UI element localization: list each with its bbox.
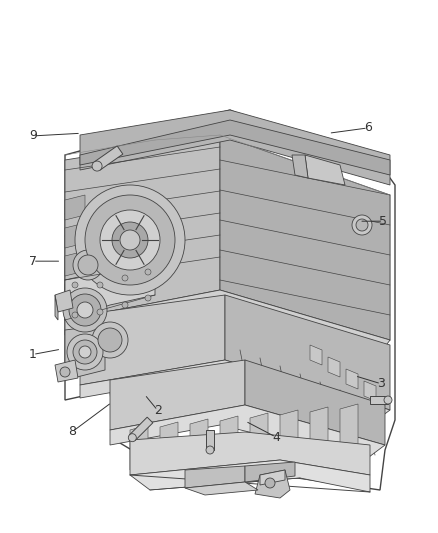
Text: 6: 6: [364, 122, 372, 134]
Circle shape: [356, 219, 368, 231]
Circle shape: [206, 446, 214, 454]
Polygon shape: [65, 251, 85, 276]
Circle shape: [72, 282, 78, 288]
Polygon shape: [65, 279, 85, 304]
Polygon shape: [65, 265, 155, 320]
Polygon shape: [346, 369, 358, 389]
Circle shape: [98, 328, 122, 352]
Polygon shape: [80, 110, 390, 185]
Polygon shape: [340, 404, 358, 456]
Polygon shape: [255, 470, 290, 498]
Circle shape: [100, 210, 160, 270]
Polygon shape: [80, 120, 390, 175]
Circle shape: [122, 302, 128, 308]
Text: 7: 7: [29, 255, 37, 268]
Polygon shape: [250, 413, 268, 462]
Text: 2: 2: [154, 404, 162, 417]
Text: 9: 9: [29, 130, 37, 142]
Circle shape: [122, 275, 128, 281]
Polygon shape: [94, 146, 123, 170]
Polygon shape: [130, 460, 370, 492]
Polygon shape: [364, 381, 376, 401]
Circle shape: [60, 367, 70, 377]
Circle shape: [75, 185, 185, 295]
Polygon shape: [280, 410, 298, 460]
Circle shape: [67, 334, 103, 370]
Polygon shape: [310, 345, 322, 365]
Circle shape: [145, 295, 151, 301]
Polygon shape: [65, 135, 220, 320]
Circle shape: [92, 161, 102, 171]
Polygon shape: [245, 462, 295, 482]
Circle shape: [72, 312, 78, 318]
Polygon shape: [110, 360, 245, 430]
Circle shape: [128, 434, 136, 442]
Circle shape: [79, 346, 91, 358]
Text: 4: 4: [272, 431, 280, 443]
Polygon shape: [130, 425, 148, 470]
Polygon shape: [292, 155, 308, 178]
Circle shape: [77, 302, 93, 318]
Polygon shape: [185, 466, 245, 488]
Circle shape: [384, 396, 392, 404]
Polygon shape: [225, 295, 390, 410]
Circle shape: [73, 340, 97, 364]
Polygon shape: [370, 396, 388, 404]
Circle shape: [69, 294, 101, 326]
Circle shape: [85, 195, 175, 285]
Polygon shape: [185, 482, 258, 495]
Polygon shape: [130, 417, 153, 440]
Polygon shape: [80, 295, 225, 385]
Circle shape: [112, 222, 148, 258]
Circle shape: [92, 322, 128, 358]
Circle shape: [265, 478, 275, 488]
Polygon shape: [190, 419, 208, 466]
Polygon shape: [328, 357, 340, 377]
Polygon shape: [220, 135, 390, 340]
Polygon shape: [110, 405, 385, 460]
Polygon shape: [220, 416, 238, 464]
Polygon shape: [55, 295, 58, 320]
Circle shape: [145, 269, 151, 275]
Circle shape: [97, 282, 103, 288]
Polygon shape: [80, 360, 390, 425]
Polygon shape: [260, 470, 285, 485]
Text: 3: 3: [377, 377, 385, 390]
Polygon shape: [160, 422, 178, 468]
Circle shape: [63, 288, 107, 332]
Polygon shape: [130, 432, 370, 475]
Polygon shape: [65, 325, 105, 380]
Polygon shape: [55, 290, 73, 312]
Text: 5: 5: [379, 215, 387, 228]
Polygon shape: [55, 360, 78, 382]
Circle shape: [78, 255, 98, 275]
Polygon shape: [310, 407, 328, 458]
Circle shape: [352, 215, 372, 235]
Text: 8: 8: [68, 425, 76, 438]
Circle shape: [120, 230, 140, 250]
Polygon shape: [305, 155, 345, 185]
Polygon shape: [245, 360, 385, 445]
Polygon shape: [65, 223, 85, 248]
Circle shape: [97, 309, 103, 315]
Text: 1: 1: [29, 348, 37, 361]
Polygon shape: [65, 290, 390, 360]
Polygon shape: [65, 195, 85, 220]
Circle shape: [73, 250, 103, 280]
Polygon shape: [206, 430, 214, 450]
